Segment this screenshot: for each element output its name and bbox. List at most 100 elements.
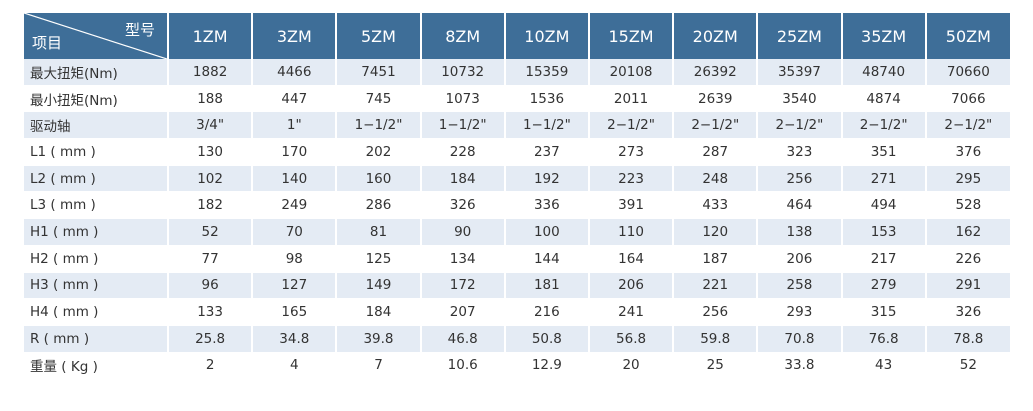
table-cell: 149 — [336, 272, 422, 300]
table-cell: 125 — [336, 245, 422, 273]
table-cell: 528 — [925, 191, 1010, 220]
table-cell: 4 — [252, 352, 338, 380]
table-cell: 43 — [841, 352, 927, 380]
table-cell: 184 — [336, 298, 422, 326]
table-cell: 279 — [841, 272, 927, 300]
table-cell: 241 — [588, 298, 675, 326]
table-cell: 1−1/2" — [504, 111, 590, 140]
table-cell: 336 — [504, 191, 590, 220]
diagonal-divider — [24, 13, 168, 59]
table-cell: 165 — [252, 298, 338, 326]
table-cell: 2−1/2" — [841, 111, 927, 140]
table-cell: 216 — [504, 298, 590, 326]
table-cell: 100 — [504, 218, 590, 246]
table-cell: 464 — [757, 191, 843, 220]
table-cell: 46.8 — [420, 325, 506, 353]
table-row: H2 ( mm ) 77 98 125 134 144 164 187 206 217 226 — [24, 245, 1010, 273]
table-cell: 447 — [252, 85, 338, 113]
table-cell: 20 — [588, 352, 675, 380]
table-cell: 56.8 — [588, 325, 675, 353]
row-label: H2 ( mm ) — [24, 245, 170, 273]
table-cell: 3540 — [757, 85, 843, 113]
table-row: 最小扭矩(Nm) 188 447 745 1073 1536 2011 2639 3540 487… — [24, 85, 1010, 113]
table-cell: 2011 — [588, 85, 675, 113]
table-cell: 1−1/2" — [336, 111, 422, 140]
table-cell: 2−1/2" — [588, 111, 675, 140]
table-cell: 140 — [252, 165, 338, 193]
table-cell: 217 — [841, 245, 927, 273]
table-cell: 48740 — [841, 59, 927, 86]
table-cell: 202 — [336, 138, 422, 166]
table-cell: 271 — [841, 165, 927, 193]
table-cell: 2−1/2" — [757, 111, 843, 140]
table-cell: 39.8 — [336, 325, 422, 353]
table-cell: 291 — [925, 272, 1010, 300]
table-cell: 256 — [673, 298, 759, 326]
row-label: 最大扭矩(Nm) — [24, 59, 170, 86]
model-header: 5ZM — [336, 13, 422, 59]
table-cell: 1882 — [168, 59, 254, 86]
table-cell: 228 — [420, 138, 506, 166]
table-cell: 26392 — [673, 59, 759, 86]
table-cell: 188 — [168, 85, 254, 113]
table-cell: 326 — [925, 298, 1010, 326]
table-cell: 52 — [168, 218, 254, 246]
table-cell: 286 — [336, 191, 422, 220]
row-label: H3 ( mm ) — [24, 272, 170, 300]
corner-item-label: 项目 — [32, 34, 63, 52]
header-row: 型号 项目 1ZM 3ZM 5ZM 8ZM 10ZM 15ZM 20ZM 25Z… — [24, 13, 1010, 59]
table-cell: 293 — [757, 298, 843, 326]
table-cell: 206 — [757, 245, 843, 273]
table-cell: 20108 — [588, 59, 675, 86]
table-cell: 315 — [841, 298, 927, 326]
table-cell: 433 — [673, 191, 759, 220]
table-cell: 77 — [168, 245, 254, 273]
table-row: R ( mm ) 25.8 34.8 39.8 46.8 50.8 56.8 59.8 70.8… — [24, 325, 1010, 353]
table-cell: 258 — [757, 272, 843, 300]
row-label: 重量 ( Kg ) — [24, 352, 170, 380]
table-cell: 376 — [925, 138, 1010, 166]
model-header: 25ZM — [757, 13, 843, 59]
table-cell: 127 — [252, 272, 338, 300]
row-label: H1 ( mm ) — [24, 218, 170, 246]
row-label: H4 ( mm ) — [24, 298, 170, 326]
table-cell: 25.8 — [168, 325, 254, 353]
table-row: H4 ( mm ) 133 165 184 207 216 241 256 293 315 326 — [24, 298, 1010, 326]
table-cell: 206 — [588, 272, 675, 300]
table-cell: 96 — [168, 272, 254, 300]
table-cell: 226 — [925, 245, 1010, 273]
table-cell: 59.8 — [673, 325, 759, 353]
table-cell: 2639 — [673, 85, 759, 113]
row-label: L3 ( mm ) — [24, 191, 170, 220]
table-cell: 7451 — [336, 59, 422, 86]
model-header: 1ZM — [168, 13, 254, 59]
table-cell: 223 — [588, 165, 675, 193]
table-cell: 4874 — [841, 85, 927, 113]
table-cell: 34.8 — [252, 325, 338, 353]
table-cell: 7066 — [925, 85, 1010, 113]
table-cell: 248 — [673, 165, 759, 193]
table-cell: 182 — [168, 191, 254, 220]
table-cell: 25 — [673, 352, 759, 380]
table-cell: 15359 — [504, 59, 590, 86]
table-cell: 153 — [841, 218, 927, 246]
table-cell: 1" — [252, 111, 338, 140]
table-cell: 2 — [168, 352, 254, 380]
table-cell: 4466 — [252, 59, 338, 86]
table-row: 驱动轴 3/4" 1" 1−1/2" 1−1/2" 1−1/2" 2−1/2" 2−1/2" 2… — [24, 111, 1010, 140]
table-cell: 134 — [420, 245, 506, 273]
row-label: 最小扭矩(Nm) — [24, 85, 170, 113]
table-row: L2 ( mm ) 102 140 160 184 192 223 248 256 271 295 — [24, 165, 1010, 193]
table-row: L1 ( mm ) 130 170 202 228 237 273 287 323 351 376 — [24, 138, 1010, 166]
table-cell: 52 — [925, 352, 1010, 380]
corner-model-label: 型号 — [125, 21, 156, 39]
table-row: H1 ( mm ) 52 70 81 90 100 110 120 138 153 162 — [24, 218, 1010, 246]
model-header: 3ZM — [252, 13, 338, 59]
table-cell: 207 — [420, 298, 506, 326]
table-cell: 10732 — [420, 59, 506, 86]
table-cell: 1536 — [504, 85, 590, 113]
table-cell: 745 — [336, 85, 422, 113]
table-cell: 326 — [420, 191, 506, 220]
model-header: 10ZM — [504, 13, 590, 59]
table-cell: 138 — [757, 218, 843, 246]
